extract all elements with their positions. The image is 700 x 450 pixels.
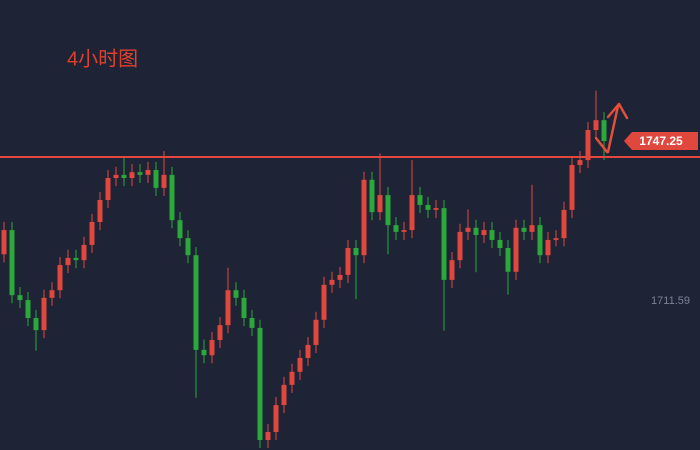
candle-body	[465, 227, 471, 232]
candle-body	[425, 204, 431, 210]
price-label-box	[624, 132, 698, 151]
candle-body	[313, 319, 319, 345]
candle-body	[473, 227, 479, 236]
candle-body	[265, 431, 271, 441]
candle-body	[233, 290, 239, 298]
candle-body	[489, 230, 495, 240]
candle-body	[585, 130, 591, 161]
candle-body	[337, 274, 343, 280]
candle-body	[193, 255, 199, 350]
candle-body	[25, 300, 31, 319]
candle-body	[9, 230, 15, 296]
candle-body	[457, 231, 463, 261]
candle-body	[529, 225, 535, 232]
candle-body	[553, 238, 559, 240]
candle-body	[537, 225, 543, 256]
candle-body	[209, 339, 215, 356]
candle-body	[345, 248, 351, 275]
candle-body	[577, 160, 583, 166]
candle-body	[369, 179, 375, 213]
candle-body	[545, 239, 551, 256]
arrow-head	[606, 102, 629, 120]
candle-body	[217, 325, 223, 340]
price-label: 1747.25	[639, 134, 683, 148]
candle-body	[289, 371, 295, 385]
candle-body	[1, 230, 7, 255]
candle-body	[409, 195, 415, 231]
candle-body	[249, 318, 255, 328]
candle-body	[129, 172, 135, 179]
candle-body	[97, 200, 103, 222]
candle-body	[105, 178, 111, 201]
candle-body	[273, 405, 279, 432]
candle-body	[353, 248, 359, 256]
candle-body	[241, 297, 247, 319]
candle-body	[201, 349, 207, 356]
candle-body	[185, 238, 191, 256]
candle-body	[121, 174, 127, 179]
candle-body	[481, 230, 487, 236]
y-tick-label: 1711.59	[651, 295, 690, 307]
candle-body	[505, 248, 511, 272]
candle-body	[329, 279, 335, 285]
candle-body	[73, 257, 79, 261]
arrow-shaft	[606, 104, 620, 154]
candle-body	[513, 227, 519, 272]
candle-body	[169, 174, 175, 221]
candle-body	[393, 225, 399, 232]
candle-body	[401, 230, 407, 232]
candle-body	[257, 327, 263, 441]
candle-body	[593, 120, 599, 131]
candle-body	[449, 260, 455, 280]
candle-body	[113, 174, 119, 179]
candle-body	[433, 208, 439, 210]
candle-body	[561, 209, 567, 239]
candle-body	[361, 179, 367, 256]
candle-body	[521, 227, 527, 232]
candle-body	[281, 384, 287, 406]
candle-body	[81, 244, 87, 261]
annotation-arrow	[594, 102, 629, 154]
candle-body	[305, 344, 311, 358]
candle-body	[177, 220, 183, 239]
candle-body	[145, 169, 151, 175]
candle-body	[57, 265, 63, 291]
candle-body	[65, 257, 71, 266]
candle-body	[41, 297, 47, 331]
candle-body	[441, 208, 447, 280]
candle-body	[49, 290, 55, 298]
candle-body	[321, 284, 327, 320]
candle-body	[17, 295, 23, 301]
chart-title: 4小时图	[67, 47, 138, 70]
candle-body	[377, 195, 383, 213]
candle-body	[137, 172, 143, 175]
candle-body	[161, 174, 167, 188]
candle-body	[569, 165, 575, 210]
candle-body	[417, 195, 423, 205]
candle-body	[297, 357, 303, 372]
candle-body	[89, 221, 95, 245]
candle-body	[385, 195, 391, 226]
candle-body	[153, 169, 159, 188]
candle-body	[33, 318, 39, 331]
candle-body	[497, 239, 503, 249]
candle-body	[601, 120, 607, 142]
arrow-tail	[594, 136, 609, 154]
candle-body	[225, 290, 231, 326]
